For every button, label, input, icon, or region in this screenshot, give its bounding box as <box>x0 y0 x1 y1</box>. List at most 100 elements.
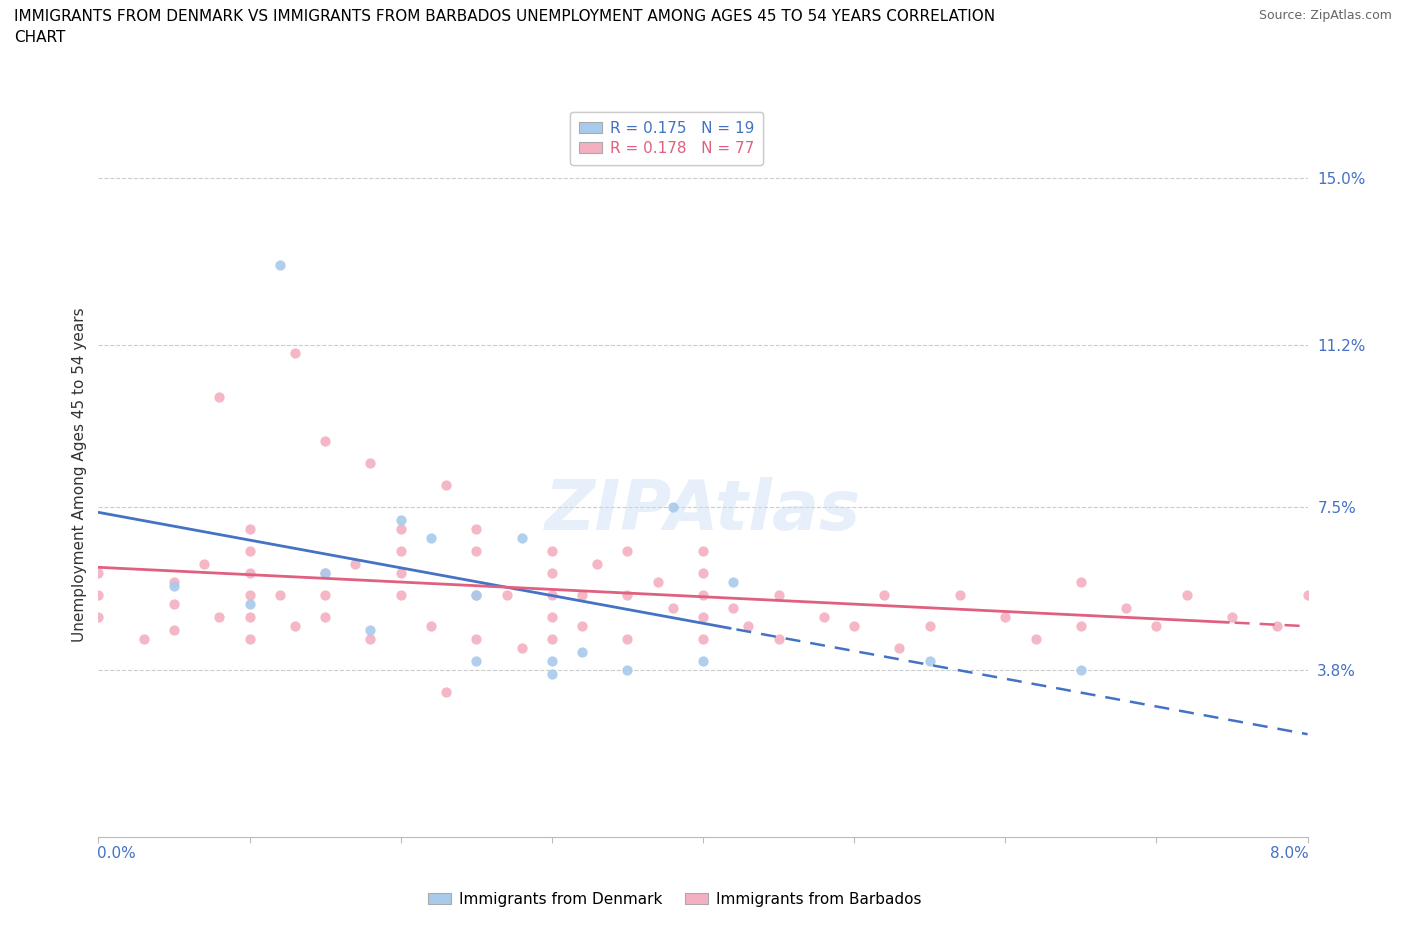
Point <box>269 588 291 603</box>
Point <box>239 631 262 646</box>
Point <box>541 565 564 580</box>
Point <box>768 588 790 603</box>
Point <box>465 544 488 559</box>
Point <box>541 544 564 559</box>
Point <box>1070 575 1092 590</box>
Point <box>1267 618 1289 633</box>
Point <box>1025 631 1047 646</box>
Point <box>239 522 262 537</box>
Point <box>420 531 443 546</box>
Point <box>586 557 609 572</box>
Point <box>314 565 336 580</box>
Point <box>208 390 231 405</box>
Point <box>465 631 488 646</box>
Point <box>647 575 669 590</box>
Point <box>389 588 412 603</box>
Point <box>541 667 564 682</box>
Point <box>1296 588 1319 603</box>
Text: IMMIGRANTS FROM DENMARK VS IMMIGRANTS FROM BARBADOS UNEMPLOYMENT AMONG AGES 45 T: IMMIGRANTS FROM DENMARK VS IMMIGRANTS FR… <box>14 9 995 46</box>
Point <box>434 684 457 699</box>
Point <box>87 610 110 625</box>
Point <box>571 588 593 603</box>
Point <box>239 610 262 625</box>
Point <box>541 610 564 625</box>
Point <box>495 588 517 603</box>
Point <box>813 610 835 625</box>
Point <box>692 631 714 646</box>
Point <box>692 544 714 559</box>
Point <box>723 575 745 590</box>
Point <box>163 575 186 590</box>
Point <box>284 618 307 633</box>
Point <box>1070 618 1092 633</box>
Text: ZIPAtlas: ZIPAtlas <box>546 477 860 544</box>
Point <box>844 618 866 633</box>
Point <box>1175 588 1198 603</box>
Point <box>510 531 533 546</box>
Point <box>163 623 186 638</box>
Point <box>692 565 714 580</box>
Point <box>360 456 382 471</box>
Point <box>616 544 638 559</box>
Point <box>692 610 714 625</box>
Point <box>1220 610 1243 625</box>
Text: Source: ZipAtlas.com: Source: ZipAtlas.com <box>1258 9 1392 22</box>
Point <box>360 623 382 638</box>
Point <box>314 588 336 603</box>
Point <box>616 588 638 603</box>
Point <box>873 588 896 603</box>
Point <box>239 544 262 559</box>
Point <box>541 588 564 603</box>
Point <box>389 513 412 528</box>
Point <box>918 654 941 669</box>
Point <box>465 588 488 603</box>
Point <box>360 631 382 646</box>
Point <box>768 631 790 646</box>
Point <box>87 588 110 603</box>
Point <box>1146 618 1168 633</box>
Point <box>87 565 110 580</box>
Point <box>344 557 367 572</box>
Point <box>662 499 685 514</box>
Point <box>616 662 638 677</box>
Point <box>208 610 231 625</box>
Point <box>994 610 1017 625</box>
Point <box>239 596 262 611</box>
Point <box>420 618 443 633</box>
Point <box>465 522 488 537</box>
Point <box>662 601 685 616</box>
Point <box>389 522 412 537</box>
Point <box>889 641 911 656</box>
Point <box>571 644 593 659</box>
Point <box>541 631 564 646</box>
Point <box>193 557 215 572</box>
Point <box>314 610 336 625</box>
Legend: R = 0.175   N = 19, R = 0.178   N = 77: R = 0.175 N = 19, R = 0.178 N = 77 <box>569 112 763 165</box>
Point <box>269 258 291 272</box>
Point <box>1115 601 1137 616</box>
Point <box>692 588 714 603</box>
Point <box>737 618 759 633</box>
Point <box>239 588 262 603</box>
Point <box>314 565 336 580</box>
Point <box>571 618 593 633</box>
Point <box>918 618 941 633</box>
Point <box>314 434 336 449</box>
Point <box>163 596 186 611</box>
Legend: Immigrants from Denmark, Immigrants from Barbados: Immigrants from Denmark, Immigrants from… <box>422 886 928 913</box>
Point <box>723 601 745 616</box>
Y-axis label: Unemployment Among Ages 45 to 54 years: Unemployment Among Ages 45 to 54 years <box>72 307 87 642</box>
Point <box>616 631 638 646</box>
Point <box>163 579 186 594</box>
Point <box>541 654 564 669</box>
Point <box>284 346 307 361</box>
Point <box>434 478 457 493</box>
Point <box>1070 662 1092 677</box>
Point <box>949 588 972 603</box>
Point <box>389 544 412 559</box>
Text: 8.0%: 8.0% <box>1270 845 1309 860</box>
Point <box>389 565 412 580</box>
Point <box>132 631 155 646</box>
Point <box>692 654 714 669</box>
Point <box>465 588 488 603</box>
